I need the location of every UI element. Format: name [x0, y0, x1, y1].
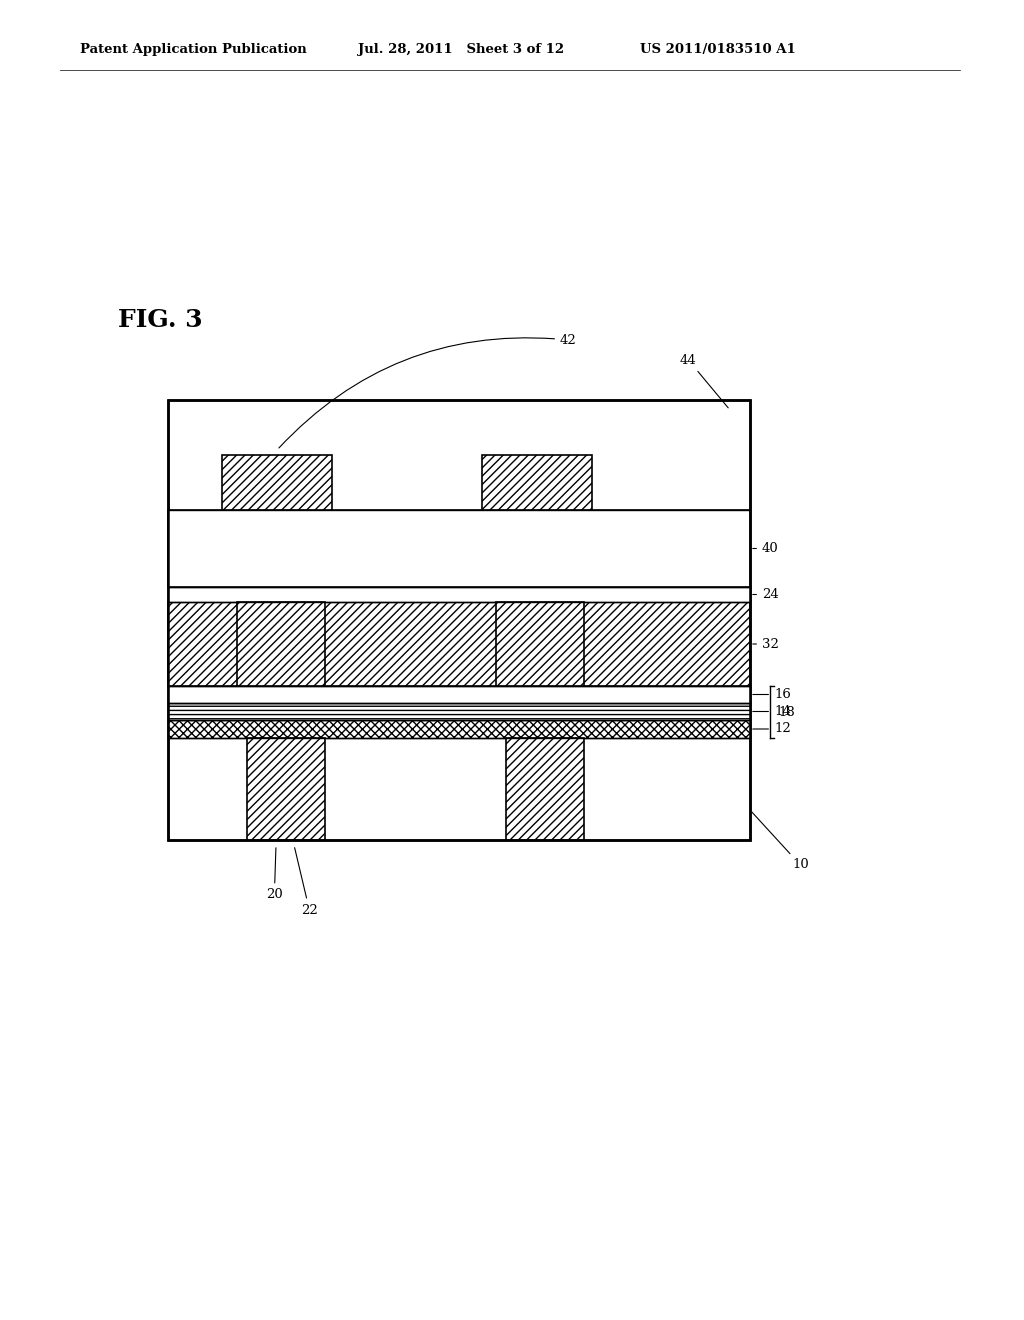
Bar [496, 602, 584, 686]
Text: 12: 12 [753, 722, 791, 735]
Bar [168, 510, 750, 587]
Text: 18: 18 [778, 705, 795, 718]
Bar [168, 719, 750, 738]
Text: 40: 40 [753, 543, 778, 554]
Bar [168, 704, 750, 719]
Bar [168, 686, 750, 704]
Text: US 2011/0183510 A1: US 2011/0183510 A1 [640, 44, 796, 57]
Text: 14: 14 [753, 705, 791, 718]
Bar [506, 738, 584, 840]
Text: 10: 10 [752, 812, 809, 871]
Text: 22: 22 [295, 847, 317, 916]
Text: Patent Application Publication: Patent Application Publication [80, 44, 307, 57]
Bar [168, 400, 750, 840]
Bar [482, 455, 592, 510]
Bar [168, 587, 750, 602]
Text: Jul. 28, 2011   Sheet 3 of 12: Jul. 28, 2011 Sheet 3 of 12 [358, 44, 564, 57]
Bar [168, 400, 750, 840]
Text: 16: 16 [753, 688, 791, 701]
Text: 42: 42 [279, 334, 577, 447]
Bar [237, 602, 325, 686]
Text: FIG. 3: FIG. 3 [118, 308, 203, 333]
Bar [168, 602, 750, 686]
Text: 24: 24 [753, 587, 778, 601]
Text: 20: 20 [266, 847, 283, 902]
Bar [247, 738, 325, 840]
Text: 32: 32 [753, 638, 779, 651]
Text: 44: 44 [680, 354, 728, 408]
Bar [222, 455, 332, 510]
